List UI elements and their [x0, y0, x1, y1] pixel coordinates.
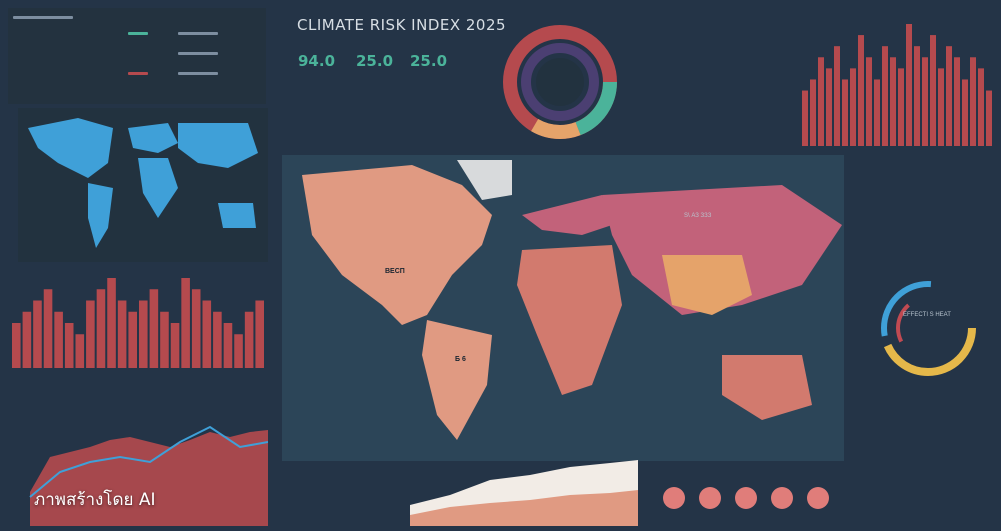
small-world-map: [18, 108, 268, 262]
bar: [890, 57, 896, 146]
stat-value-1: 94.0: [298, 52, 336, 70]
bar: [850, 68, 856, 146]
bar: [12, 323, 21, 368]
bar: [914, 46, 920, 146]
bar: [826, 68, 832, 146]
bar: [898, 68, 904, 146]
bar: [149, 289, 159, 368]
bottom-center-area-chart: [410, 455, 638, 526]
bar: [128, 311, 137, 368]
bar: [75, 334, 85, 368]
top-donut-chart: [490, 12, 630, 142]
map-label-america: ВЕСП: [385, 268, 405, 275]
map-label-africa: Б 6: [455, 356, 466, 363]
bar: [842, 79, 848, 146]
bar: [43, 289, 53, 368]
map-label-asia: S\ АЗ ЗЗЗ: [684, 213, 712, 219]
gauge-label: EFFECTI S HEAT: [903, 312, 951, 318]
bar: [834, 46, 840, 146]
bar: [922, 57, 928, 146]
bar: [882, 46, 888, 146]
top-right-bar-chart: [800, 14, 994, 146]
bar: [810, 79, 816, 146]
bar: [866, 57, 872, 146]
stat-value-2: 25.0: [356, 52, 394, 70]
bar: [160, 311, 169, 368]
page-title: CLIMATE RISK INDEX 2025: [297, 16, 507, 34]
bar: [96, 289, 106, 368]
bar: [938, 68, 944, 146]
bar: [930, 35, 936, 146]
bar: [64, 323, 74, 368]
bar: [255, 300, 264, 368]
bar: [33, 300, 42, 368]
bar: [223, 323, 233, 368]
bar: [970, 57, 976, 146]
bar: [858, 35, 864, 146]
bar: [181, 278, 190, 368]
ai-generated-watermark: ภาพสร้างโดย AI: [34, 490, 156, 510]
bar: [986, 90, 992, 146]
bar: [874, 79, 880, 146]
bar: [802, 90, 808, 146]
bar: [234, 334, 243, 368]
bar: [213, 311, 222, 368]
bar: [818, 57, 824, 146]
bar: [139, 300, 148, 368]
bar: [202, 300, 212, 368]
bar: [107, 278, 116, 368]
bar: [962, 79, 968, 146]
bottom-circle-grid: [652, 458, 842, 526]
bar: [244, 311, 254, 368]
bar: [54, 311, 63, 368]
right-gauge: [872, 278, 984, 378]
bar: [906, 24, 912, 146]
main-world-map: [282, 155, 844, 461]
bar: [191, 289, 201, 368]
left-bar-chart: [10, 268, 266, 368]
top-left-info-panel: [8, 8, 266, 104]
bar: [946, 46, 952, 146]
bar: [22, 311, 32, 368]
bar: [978, 68, 984, 146]
stat-value-3: 25.0: [410, 52, 448, 70]
bar: [86, 300, 95, 368]
bar: [954, 57, 960, 146]
bar: [117, 300, 127, 368]
bar: [170, 323, 180, 368]
left-area-chart: [10, 402, 269, 526]
